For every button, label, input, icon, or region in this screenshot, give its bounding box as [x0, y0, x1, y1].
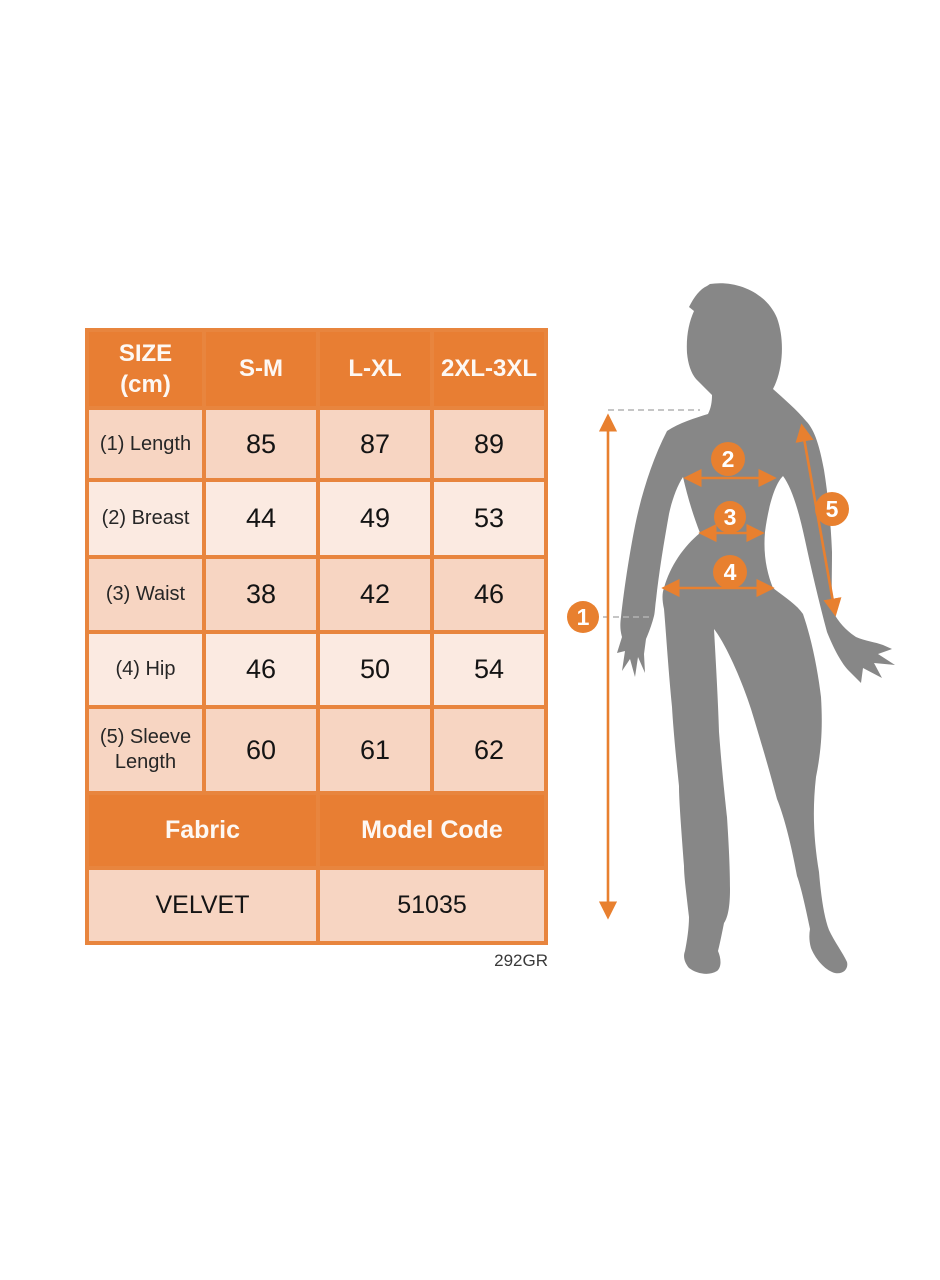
table-cell-sleeve-2xl3xl: 62 — [434, 709, 544, 791]
marker-1-number: 1 — [577, 604, 590, 630]
table-cell-waist-2xl3xl: 46 — [434, 559, 544, 630]
table-cell-length-2xl3xl: 89 — [434, 410, 544, 478]
size-unit-header: SIZE (cm) — [89, 332, 202, 406]
body-measurement-diagram: 1 2 3 4 5 — [567, 283, 895, 974]
sleeve-arrow — [795, 423, 842, 617]
marker-2: 2 — [711, 442, 745, 476]
marker-3-number: 3 — [724, 504, 737, 530]
model-code-value: 51035 — [320, 870, 544, 941]
marker-3: 3 — [714, 501, 746, 533]
table-cell-length-sm: 85 — [206, 410, 316, 478]
body-silhouette — [617, 283, 895, 974]
size-unit-line1: SIZE — [118, 339, 173, 367]
marker-4-number: 4 — [724, 559, 737, 585]
fabric-header: Fabric — [89, 795, 316, 866]
table-cell-hip-2xl3xl: 54 — [434, 634, 544, 705]
table-cell-hip-sm: 46 — [206, 634, 316, 705]
fabric-value: VELVET — [89, 870, 316, 941]
table-cell-breast-sm: 44 — [206, 482, 316, 555]
row-label-hip: (4) Hip — [89, 634, 202, 705]
table-cell-hip-lxl: 50 — [320, 634, 430, 705]
table-cell-length-lxl: 87 — [320, 410, 430, 478]
model-code-header: Model Code — [320, 795, 544, 866]
table-cell-sleeve-sm: 60 — [206, 709, 316, 791]
row-label-length: (1) Length — [89, 410, 202, 478]
row-label-breast: (2) Breast — [89, 482, 202, 555]
size-table: SIZE (cm) S-M L-XL 2XL-3XL (1) Length 85… — [85, 328, 548, 945]
marker-4: 4 — [713, 555, 747, 589]
row-label-waist: (3) Waist — [89, 559, 202, 630]
size-unit-line2: (cm) — [120, 371, 171, 398]
column-header-s-m: S-M — [206, 332, 316, 406]
table-cell-sleeve-lxl: 61 — [320, 709, 430, 791]
marker-5-number: 5 — [826, 496, 839, 522]
table-cell-waist-lxl: 42 — [320, 559, 430, 630]
column-header-l-xl: L-XL — [320, 332, 430, 406]
column-header-2xl-3xl: 2XL-3XL — [434, 332, 544, 406]
marker-1: 1 — [567, 601, 599, 633]
table-cell-breast-lxl: 49 — [320, 482, 430, 555]
table-cell-breast-2xl3xl: 53 — [434, 482, 544, 555]
table-cell-waist-sm: 38 — [206, 559, 316, 630]
weight-note: 292GR — [494, 951, 548, 970]
marker-5: 5 — [815, 492, 849, 526]
marker-2-number: 2 — [722, 446, 735, 472]
row-label-sleeve-length: (5) Sleeve Length — [89, 709, 202, 791]
